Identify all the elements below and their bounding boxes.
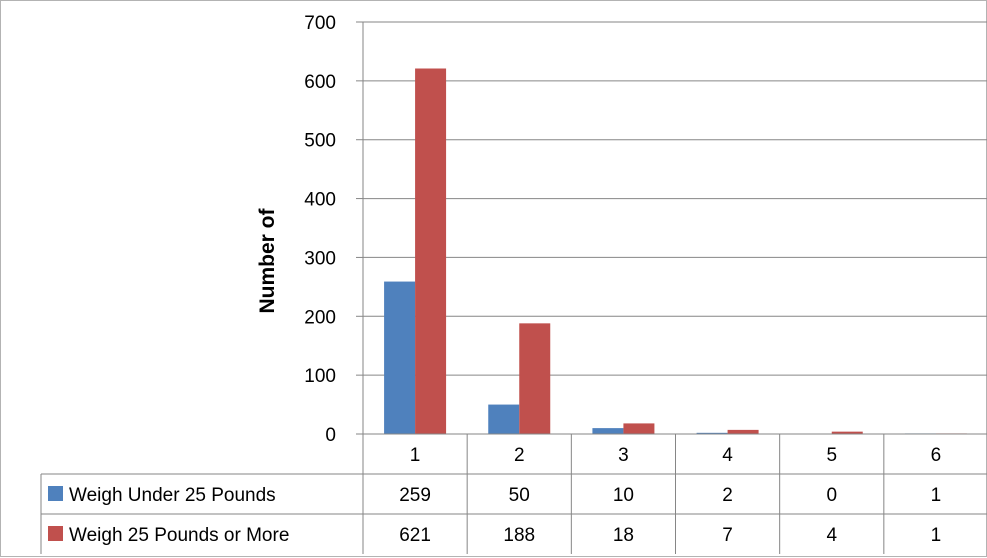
- bar-series2-cat-2: [519, 323, 551, 434]
- x-tick-label-5: 5: [826, 445, 837, 466]
- x-tick-label-1: 1: [410, 445, 421, 466]
- data-label-series1-cat-2: 50: [509, 485, 530, 506]
- y-tick-label-100: 100: [304, 366, 336, 387]
- y-tick-label-300: 300: [304, 248, 336, 269]
- data-label-series2-cat-5: 4: [826, 525, 837, 546]
- legend-label-series2: Weigh 25 Pounds or More: [69, 525, 289, 546]
- bar-series1-cat-4: [696, 432, 728, 434]
- y-tick-label-400: 400: [304, 190, 336, 211]
- y-tick-label-700: 700: [304, 13, 336, 34]
- data-label-series2-cat-3: 18: [613, 525, 634, 546]
- data-label-series1-cat-1: 259: [399, 485, 431, 506]
- data-label-series1-cat-5: 0: [826, 485, 837, 506]
- legend-key-series1: [48, 486, 63, 501]
- bar-series1-cat-3: [592, 428, 624, 434]
- bar-series1-cat-1: [384, 281, 416, 434]
- y-tick-label-0: 0: [325, 425, 336, 446]
- x-tick-label-4: 4: [722, 445, 733, 466]
- legend-label-series1: Weigh Under 25 Pounds: [69, 485, 276, 506]
- y-axis-label: Number of: [256, 207, 279, 313]
- x-tick-label-6: 6: [931, 445, 942, 466]
- data-label-series1-cat-6: 1: [931, 485, 942, 506]
- gridlines: [363, 21, 987, 376]
- y-tick-label-500: 500: [304, 131, 336, 152]
- y-tick-label-200: 200: [304, 307, 336, 328]
- data-label-series1-cat-3: 10: [613, 485, 634, 506]
- data-label-series2-cat-4: 7: [722, 525, 733, 546]
- data-label-series2-cat-2: 188: [503, 525, 535, 546]
- bar-series2-cat-5: [831, 431, 863, 434]
- bar-series2-cat-4: [727, 429, 759, 434]
- bar-series2-cat-1: [415, 68, 447, 435]
- legend-key-series2: [48, 526, 63, 541]
- x-tick-label-2: 2: [514, 445, 525, 466]
- x-tick-label-3: 3: [618, 445, 629, 466]
- bar-series1-cat-2: [488, 404, 520, 434]
- data-label-series2-cat-1: 621: [399, 525, 431, 546]
- bar-series2-cat-3: [623, 423, 655, 434]
- data-label-series1-cat-4: 2: [722, 485, 733, 506]
- y-tick-label-600: 600: [304, 72, 336, 93]
- bars: [384, 68, 967, 435]
- data-table: 1 2 3 4 5 6 Weigh Under 25 Pounds 259 50 10 2 0 1 Wei…: [40, 434, 987, 554]
- data-label-series2-cat-6: 1: [931, 525, 942, 546]
